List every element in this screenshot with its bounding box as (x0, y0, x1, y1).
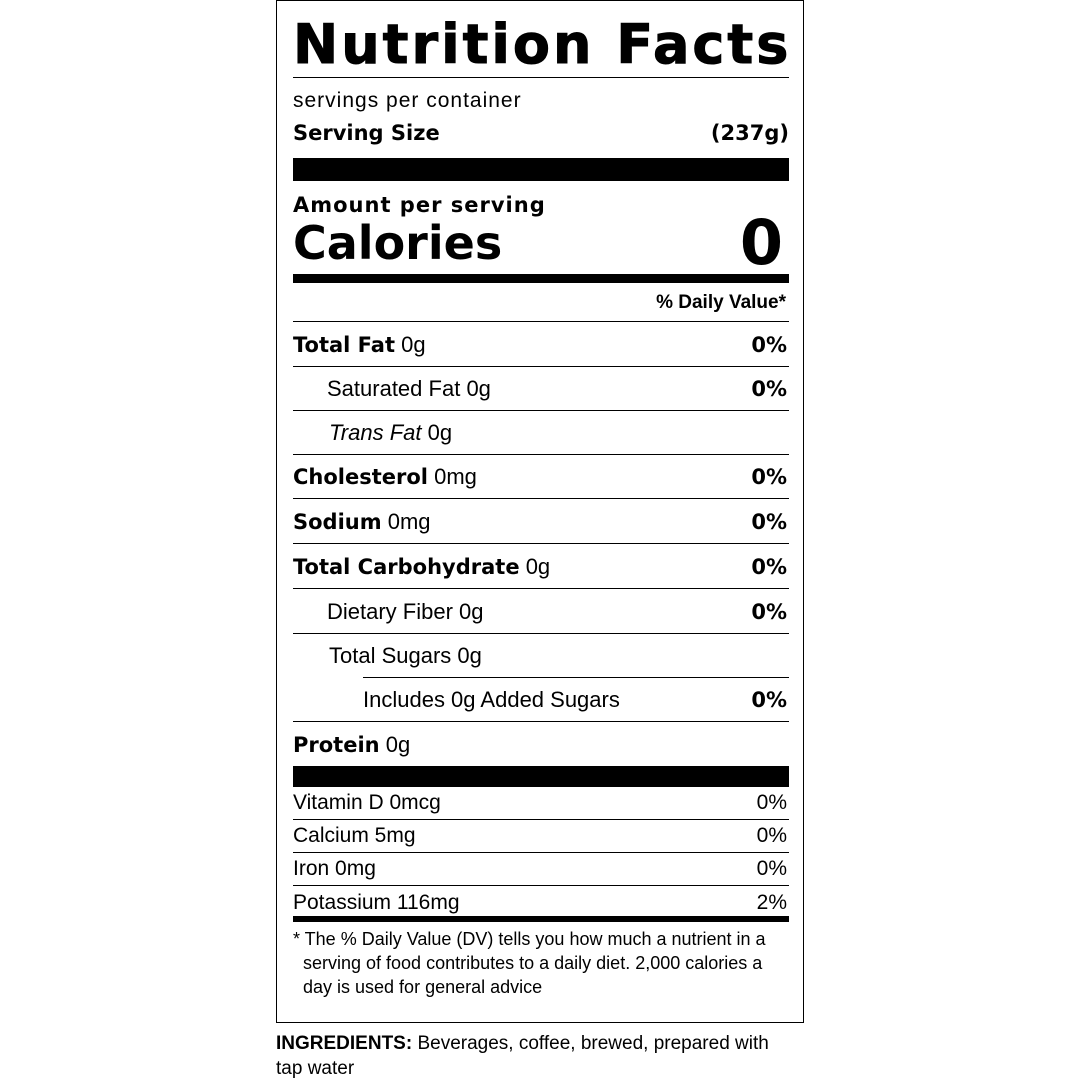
ingredients: INGREDIENTS: Beverages, coffee, brewed, … (276, 1031, 796, 1081)
nutrient-dv: 0% (751, 599, 787, 624)
vitamin-row: Iron 0mg 0% (293, 853, 789, 886)
amount-per-serving: Amount per serving (293, 193, 546, 217)
nutrient-dv: 0% (751, 376, 787, 401)
nutrient-amount: 0g (466, 375, 491, 401)
nutrient-row-total-sugars: Total Sugars 0g (293, 634, 789, 678)
nutrient-name: Trans Fat (329, 419, 422, 445)
nutrient-row-saturated-fat: Saturated Fat 0g 0% (293, 367, 789, 411)
label-title: Nutrition Facts (293, 13, 792, 76)
thick-bar (293, 158, 789, 181)
nutrient-amount: 0g (459, 598, 484, 624)
vitamin-row: Calcium 5mg 0% (293, 820, 789, 853)
divider (293, 77, 789, 78)
nutrient-row-cholesterol: Cholesterol 0mg 0% (293, 455, 789, 499)
nutrient-name: Protein (293, 733, 380, 757)
ingredients-text: Beverages, coffee, brewed, prepared with… (276, 1033, 769, 1079)
nutrient-name: Sodium (293, 509, 382, 534)
nutrient-dv: 0% (751, 509, 787, 534)
calories: Calories 0 (293, 206, 789, 279)
vitamin-label: Iron 0mg (293, 857, 376, 880)
vitamin-label: Potassium 116mg (293, 890, 460, 914)
nutrient-amount: 0g (385, 732, 411, 757)
nutrient-name: Includes 0g Added Sugars (363, 686, 620, 712)
nutrient-row-added-sugars: Includes 0g Added Sugars 0% (293, 678, 789, 722)
vitamin-label: Vitamin D 0mcg (293, 791, 441, 814)
daily-value-header: % Daily Value* (656, 292, 786, 313)
nutrient-name: Cholesterol (293, 464, 428, 489)
nutrient-row-total-carbohydrate: Total Carbohydrate 0g 0% (293, 545, 789, 589)
vitamin-dv: 2% (756, 890, 787, 914)
nutrient-row-sodium: Sodium 0mg 0% (293, 500, 789, 544)
serving-size: Serving Size (237g) (293, 120, 789, 146)
nutrient-amount: 0g (427, 419, 453, 445)
footnote: * The % Daily Value (DV) tells you how m… (293, 929, 766, 997)
nutrient-row-dietary-fiber: Dietary Fiber 0g 0% (293, 590, 789, 634)
calories-value: 0 (739, 206, 783, 279)
nutrient-name: Saturated Fat (327, 375, 461, 401)
divider (363, 677, 789, 678)
divider (293, 321, 789, 322)
nutrient-name: Dietary Fiber (327, 598, 453, 624)
nutrient-name: Total Carbohydrate (293, 554, 520, 579)
vitamin-label: Calcium 5mg (293, 824, 416, 847)
vitamin-dv: 0% (756, 857, 787, 880)
vitamin-dv: 0% (756, 791, 787, 814)
nutrient-amount: 0mg (387, 508, 431, 534)
nutrient-row-protein: Protein 0g (293, 723, 789, 767)
serving-size-label: Serving Size (293, 121, 440, 145)
nutrient-amount: 0g (401, 331, 426, 357)
vitamin-row: Potassium 116mg 2% (293, 886, 789, 919)
ingredients-label: INGREDIENTS: (276, 1033, 413, 1054)
nutrient-amount: 0mg (434, 463, 477, 489)
nutrition-label: Nutrition Facts servings per container S… (276, 0, 804, 1023)
nutrient-name: Total Fat (293, 332, 396, 357)
nutrient-dv: 0% (751, 332, 787, 357)
nutrient-row-trans-fat: Trans Fat 0g (293, 411, 789, 455)
nutrient-amount: 0g (457, 643, 482, 668)
thick-bar (293, 766, 789, 787)
nutrient-dv: 0% (751, 687, 787, 712)
medium-bar (293, 916, 789, 922)
nutrient-dv: 0% (751, 554, 787, 579)
medium-bar (293, 274, 789, 283)
servings-per-container: servings per container (293, 89, 522, 112)
nutrient-row-total-fat: Total Fat 0g 0% (293, 323, 789, 367)
nutrient-amount: 0g (525, 553, 551, 579)
serving-size-value: (237g) (710, 121, 789, 145)
calories-label: Calories (293, 216, 503, 270)
vitamin-dv: 0% (756, 824, 787, 847)
nutrient-name: Total Sugars (329, 643, 452, 668)
vitamin-row: Vitamin D 0mcg 0% (293, 787, 789, 820)
nutrient-dv: 0% (751, 464, 787, 489)
